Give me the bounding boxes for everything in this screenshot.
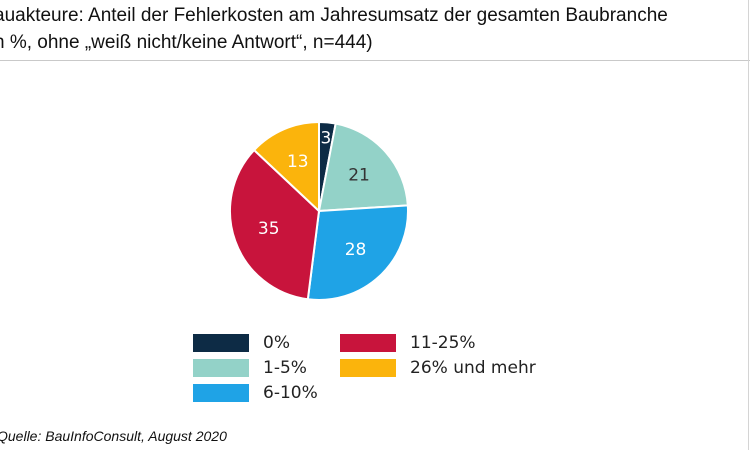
legend-item-6-10: 6-10%	[193, 383, 318, 403]
legend-swatch-6-10	[193, 384, 249, 402]
right-border	[748, 0, 749, 450]
title-divider	[0, 60, 750, 61]
legend-label-11-25: 11-25%	[410, 333, 476, 353]
pie-slice-11-25-value-label: 35	[258, 219, 280, 239]
legend-swatch-26-plus	[340, 359, 396, 377]
legend-label-6-10: 6-10%	[263, 383, 318, 403]
legend-swatch-0	[193, 334, 249, 352]
legend-swatch-1-5	[193, 359, 249, 377]
legend-item-0: 0%	[193, 333, 290, 353]
chart-title-line-2: n %, ohne „weiß nicht/keine Antwort“, n=…	[0, 32, 373, 53]
pie-slice-1-5-value-label: 21	[348, 166, 370, 186]
pie-slice-26-plus-value-label: 13	[287, 152, 309, 172]
legend-label-0: 0%	[263, 333, 290, 353]
source-note: Quelle: BauInfoConsult, August 2020	[0, 428, 227, 444]
legend-label-26-plus: 26% und mehr	[410, 358, 536, 378]
pie-slice-11-25	[229, 148, 321, 301]
legend-item-1-5: 1-5%	[193, 358, 307, 378]
pie-slice-26-plus	[252, 120, 320, 214]
chart-title: auakteure: Anteil der Fehlerkosten am Ja…	[0, 2, 750, 56]
legend-label-1-5: 1-5%	[263, 358, 307, 378]
legend-item-26-plus: 26% und mehr	[340, 358, 536, 378]
chart-title-line-1: auakteure: Anteil der Fehlerkosten am Ja…	[0, 5, 668, 26]
pie-slice-6-10	[306, 204, 409, 301]
pie-slice-6-10-value-label: 28	[345, 240, 367, 260]
legend-item-11-25: 11-25%	[340, 333, 476, 353]
legend-swatch-11-25	[340, 334, 396, 352]
pie-slice-1-5	[317, 122, 409, 213]
pie-slice-0-value-label: 3	[320, 128, 331, 148]
